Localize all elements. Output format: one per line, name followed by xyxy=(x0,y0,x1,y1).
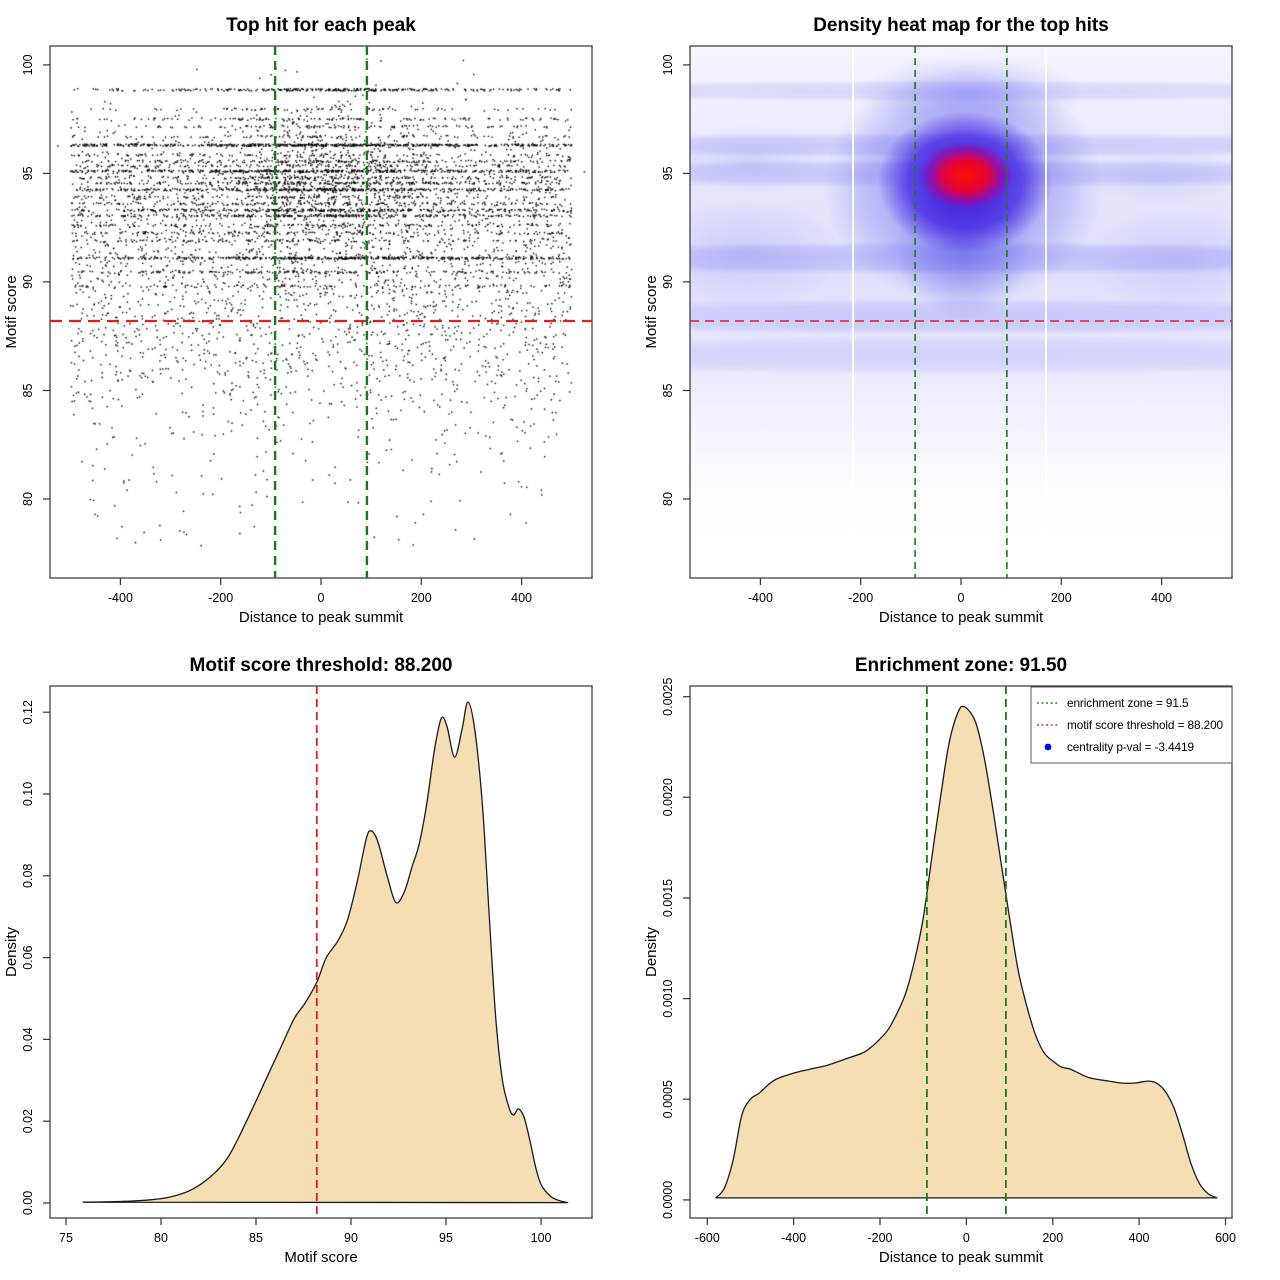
page-title: Enrichment zone: 91.50 xyxy=(855,655,1067,676)
y-axis-label: Motif score xyxy=(643,275,660,348)
x-tick-label: -400 xyxy=(108,591,133,605)
x-tick-label: 80 xyxy=(154,1231,168,1245)
x-tick-label: 600 xyxy=(1215,1231,1236,1245)
y-tick-label: 0.0010 xyxy=(661,979,675,1017)
x-tick-label: 200 xyxy=(1051,591,1072,605)
x-tick-label: -400 xyxy=(781,1231,806,1245)
panel-density-heatmap: Density heat map for the top hits Distan… xyxy=(640,0,1280,640)
y-tick-label: 0.00 xyxy=(21,1191,35,1215)
panel-summit-distance-density: Enrichment zone: 91.50 Distance to peak … xyxy=(640,640,1280,1280)
y-axis-label: Density xyxy=(643,926,660,977)
y-tick-label: 0.0020 xyxy=(661,778,675,816)
y-tick-label: 85 xyxy=(661,384,675,398)
x-tick-label: -600 xyxy=(695,1231,720,1245)
scatter-plot-svg: Top hit for each peak Distance to peak s… xyxy=(3,15,593,626)
x-tick-label: -200 xyxy=(208,591,233,605)
x-tick-label: 0 xyxy=(963,1231,970,1245)
y-axis-label: Motif score xyxy=(3,275,20,348)
legend-item-label: motif score threshold = 88.200 xyxy=(1067,718,1224,732)
plot-box xyxy=(49,685,593,1219)
x-tick-label: -200 xyxy=(848,591,873,605)
plot-box xyxy=(689,685,1233,1219)
x-tick-label: 0 xyxy=(318,591,325,605)
plot-box xyxy=(689,45,1233,579)
panel-top-hits-scatter: Top hit for each peak Distance to peak s… xyxy=(0,0,640,640)
y-tick-label: 95 xyxy=(661,166,675,180)
page-title: Motif score threshold: 88.200 xyxy=(190,655,453,676)
x-tick-label: 75 xyxy=(59,1231,73,1245)
x-tick-label: 200 xyxy=(1042,1231,1063,1245)
heatmap-plot-svg: Density heat map for the top hits Distan… xyxy=(643,15,1233,626)
x-axis-label: Motif score xyxy=(284,1249,357,1266)
y-tick-label: 0.10 xyxy=(21,782,35,806)
x-axis-label: Distance to peak summit xyxy=(239,609,404,626)
y-tick-label: 90 xyxy=(661,275,675,289)
y-tick-label: 80 xyxy=(21,492,35,506)
legend-item-label: centrality p-val = -3.4419 xyxy=(1067,740,1194,754)
score-density-plot-svg: Motif score threshold: 88.200 Motif scor… xyxy=(3,655,593,1266)
heatmap-white-stripe xyxy=(1045,46,1048,578)
y-tick-label: 0.0015 xyxy=(661,879,675,917)
y-tick-label: 0.06 xyxy=(21,945,35,969)
distance-density-plot-svg: Enrichment zone: 91.50 Distance to peak … xyxy=(643,655,1236,1266)
legend-box xyxy=(1030,686,1233,764)
x-tick-label: 400 xyxy=(1129,1231,1150,1245)
y-tick-label: 80 xyxy=(661,492,675,506)
legend-item-label: enrichment zone = 91.5 xyxy=(1067,696,1189,710)
y-tick-label: 0.02 xyxy=(21,1109,35,1133)
x-tick-label: 200 xyxy=(411,591,432,605)
x-tick-label: -400 xyxy=(748,591,773,605)
y-tick-label: 0.0025 xyxy=(661,678,675,716)
density-curve xyxy=(82,701,569,1204)
y-tick-label: 0.0000 xyxy=(661,1181,675,1219)
plot-box xyxy=(49,45,593,579)
y-tick-label: 100 xyxy=(661,54,675,75)
y-tick-label: 0.12 xyxy=(21,700,35,724)
y-axis-label: Density xyxy=(3,926,20,977)
x-tick-label: 0 xyxy=(958,591,965,605)
x-tick-label: 95 xyxy=(439,1231,453,1245)
panel-motif-score-density: Motif score threshold: 88.200 Motif scor… xyxy=(0,640,640,1280)
y-tick-label: 0.08 xyxy=(21,864,35,888)
y-tick-label: 90 xyxy=(21,275,35,289)
x-tick-label: 90 xyxy=(344,1231,358,1245)
x-tick-label: 400 xyxy=(1151,591,1172,605)
y-tick-label: 95 xyxy=(21,166,35,180)
legend-marker-dot xyxy=(1044,743,1052,751)
heatmap-white-stripe xyxy=(852,46,855,578)
x-tick-label: -200 xyxy=(867,1231,892,1245)
page-title: Density heat map for the top hits xyxy=(813,15,1109,36)
y-tick-label: 0.04 xyxy=(21,1027,35,1051)
x-axis-label: Distance to peak summit xyxy=(879,609,1044,626)
y-tick-label: 85 xyxy=(21,384,35,398)
x-tick-label: 85 xyxy=(249,1231,263,1245)
scatter-points-canvas xyxy=(50,46,592,578)
density-curve xyxy=(715,705,1218,1199)
y-tick-label: 0.0005 xyxy=(661,1080,675,1118)
heatmap-image xyxy=(690,46,1232,578)
y-tick-label: 100 xyxy=(21,54,35,75)
x-tick-label: 400 xyxy=(511,591,532,605)
x-axis-label: Distance to peak summit xyxy=(879,1249,1044,1266)
x-tick-label: 100 xyxy=(531,1231,552,1245)
page-title: Top hit for each peak xyxy=(226,15,416,36)
